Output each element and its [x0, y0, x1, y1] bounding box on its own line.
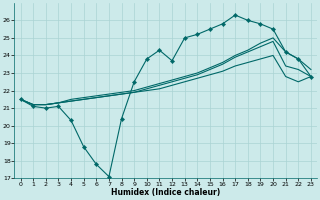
X-axis label: Humidex (Indice chaleur): Humidex (Indice chaleur)	[111, 188, 220, 197]
